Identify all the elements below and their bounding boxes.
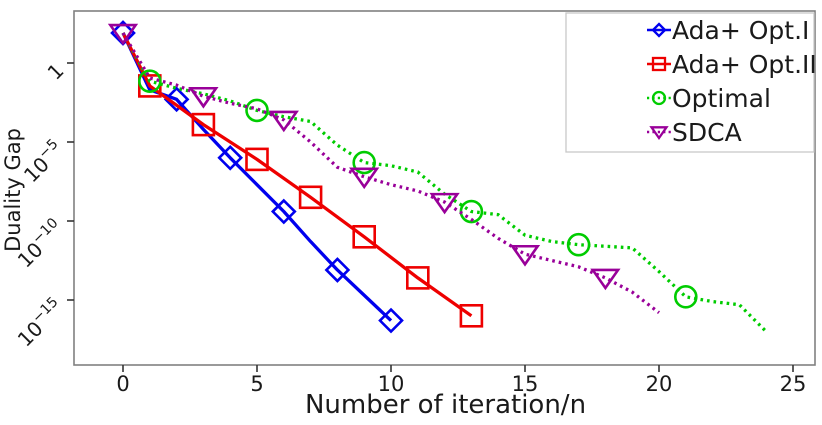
square-marker <box>191 112 216 137</box>
x-tick-label: 10 <box>378 372 405 396</box>
legend-label: Optimal <box>672 84 771 113</box>
square-marker <box>405 266 430 290</box>
triangle-marker <box>649 126 669 140</box>
x-tick-label: 0 <box>116 372 129 396</box>
x-tick-label: 25 <box>780 372 807 396</box>
circle-marker <box>352 150 377 175</box>
series-line-ada-opt-i <box>121 32 393 322</box>
triangle-marker <box>107 23 139 46</box>
legend-label: Ada+ Opt.I <box>672 16 809 45</box>
x-tick-label: 5 <box>250 372 263 396</box>
plot-border <box>73 10 816 366</box>
x-tick-label: 15 <box>512 372 539 396</box>
y-tick-label: 10−15 <box>11 294 68 351</box>
diamond-marker <box>378 307 404 334</box>
legend-box <box>565 12 815 153</box>
triangle-marker <box>349 167 380 190</box>
square-marker <box>352 225 377 249</box>
square-marker <box>298 185 323 210</box>
y-axis-title: Duality Gap <box>1 128 25 252</box>
circle-marker <box>245 98 269 123</box>
circle-marker <box>566 232 591 257</box>
triangle-marker <box>188 86 219 109</box>
x-axis-title: Number of iteration/n <box>305 390 586 420</box>
y-tick-label: 10−5 <box>18 136 69 187</box>
diamond-marker <box>163 86 190 113</box>
diamond-marker <box>324 257 351 283</box>
square-marker <box>459 303 484 328</box>
triangle-marker <box>590 268 621 291</box>
legend-label: SDCA <box>672 118 742 147</box>
series-line-ada-opt-ii <box>121 32 473 318</box>
y-tick-label: 1 <box>43 59 69 85</box>
legend-label: Ada+ Opt.II <box>672 50 817 79</box>
circle-marker <box>673 285 698 309</box>
square-marker <box>245 147 269 172</box>
circle-marker <box>651 90 667 106</box>
square-marker <box>651 56 667 72</box>
circle-marker <box>138 69 162 93</box>
x-tick-label: 20 <box>646 372 673 396</box>
diamond-marker <box>217 144 244 171</box>
diamond-marker <box>270 198 297 225</box>
triangle-marker <box>268 110 299 133</box>
triangle-marker <box>429 192 460 215</box>
triangle-marker <box>509 244 541 267</box>
diamond-marker <box>651 22 667 38</box>
